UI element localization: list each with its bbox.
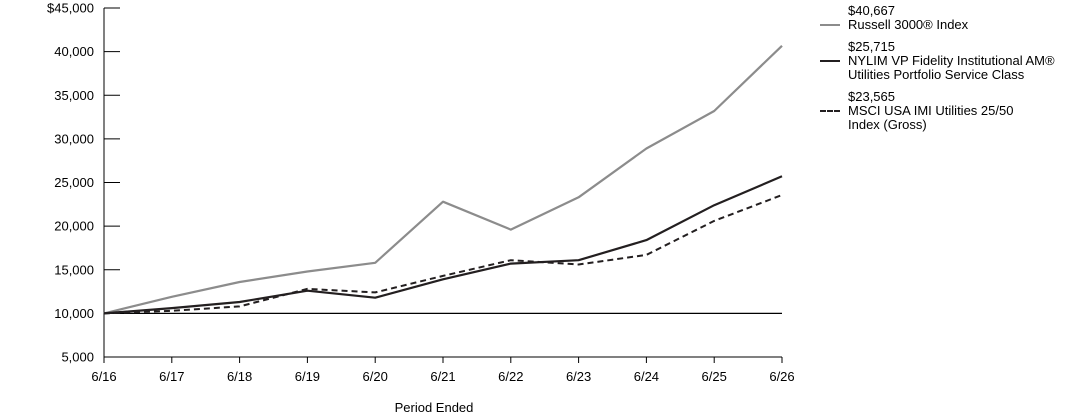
y-axis: 5,000 10,000 15,000 20,000 25,000 30,000 35,00… [47, 1, 120, 365]
y-tick-label: 20,000 [54, 219, 94, 234]
x-tick-label: 6/20 [363, 369, 388, 384]
y-tick-label: 40,000 [54, 44, 94, 59]
x-tick-label: 6/22 [498, 369, 523, 384]
y-tick-label: 30,000 [54, 131, 94, 146]
y-tick-label: 15,000 [54, 262, 94, 277]
legend-swatch-portfolio [820, 60, 840, 62]
legend-label-portfolio: NYLIM VP Fidelity Institutional AM® Util… [848, 53, 1055, 82]
x-tick-label: 6/16 [91, 369, 116, 384]
x-tick-label: 6/19 [295, 369, 320, 384]
series-line-msci [103, 194, 783, 315]
x-tick-label: 6/26 [769, 369, 794, 384]
chart-legend: $40,667 Russell 3000® Index $25,715 NYLI… [820, 4, 1090, 140]
series-lines [103, 45, 783, 315]
x-tick-label: 6/18 [227, 369, 252, 384]
legend-item-russell: $40,667 Russell 3000® Index [820, 4, 1090, 32]
y-tick-label: $45,000 [47, 1, 94, 16]
y-tick-label: 10,000 [54, 306, 94, 321]
x-axis: 6/16 6/17 6/18 6/19 6/20 6/21 6/22 6/23 6/24 6/25… [91, 312, 795, 384]
x-tick-label: 6/21 [430, 369, 455, 384]
x-tick-label: 6/24 [634, 369, 659, 384]
series-line-russell [103, 45, 783, 315]
series-line-portfolio [103, 175, 783, 315]
x-tick-label: 6/25 [702, 369, 727, 384]
y-tick-label: 25,000 [54, 175, 94, 190]
y-tick-label: 5,000 [61, 350, 94, 365]
x-tick-label: 6/23 [566, 369, 591, 384]
legend-label-msci: MSCI USA IMI Utilities 25/50 Index (Gros… [848, 103, 1014, 132]
legend-value-portfolio: $25,715 [848, 39, 895, 54]
x-tick-label: 6/17 [159, 369, 184, 384]
legend-swatch-msci [820, 110, 840, 112]
x-axis-title: Period Ended [395, 400, 474, 415]
legend-swatch-russell [820, 24, 840, 26]
legend-label-russell: Russell 3000® Index [848, 17, 969, 32]
legend-item-portfolio: $25,715 NYLIM VP Fidelity Institutional … [820, 40, 1090, 82]
legend-value-msci: $23,565 [848, 89, 895, 104]
legend-item-msci: $23,565 MSCI USA IMI Utilities 25/50 Ind… [820, 90, 1090, 132]
legend-value-russell: $40,667 [848, 3, 895, 18]
y-tick-label: 35,000 [54, 88, 94, 103]
